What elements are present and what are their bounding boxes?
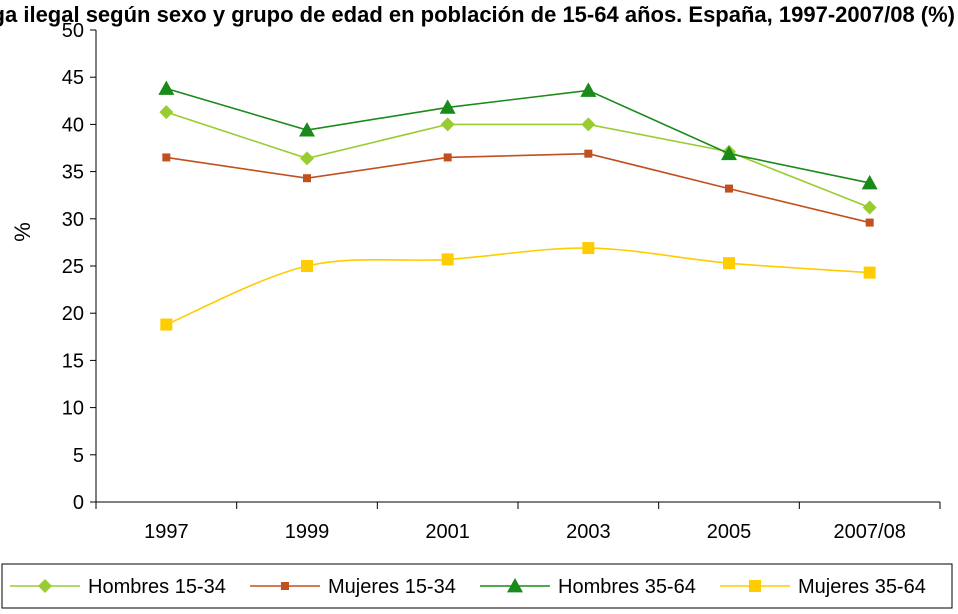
y-tick-label: 50 bbox=[62, 20, 84, 42]
data-point bbox=[441, 253, 454, 266]
legend-swatch-marker bbox=[507, 578, 523, 593]
y-tick-label: 10 bbox=[62, 398, 84, 420]
series-layer bbox=[158, 80, 878, 331]
legend-entry: Hombres 35-64 bbox=[480, 576, 696, 598]
data-point bbox=[580, 82, 597, 97]
legend-label: Hombres 35-64 bbox=[558, 576, 696, 598]
data-point bbox=[158, 80, 175, 95]
data-point bbox=[584, 149, 593, 158]
chart-title: nsumo de alguna droga ilegal según sexo … bbox=[0, 2, 955, 27]
series-hombres-15-34 bbox=[159, 105, 877, 215]
data-point bbox=[862, 200, 877, 215]
axes: 0 5 10 15 20 25 30 35 40 45 50 1997 1999 2001 2003 2005… bbox=[62, 20, 941, 543]
y-tick-label: 15 bbox=[62, 350, 84, 372]
data-point bbox=[581, 117, 596, 132]
x-tick-label: 2001 bbox=[425, 521, 470, 543]
data-point bbox=[721, 145, 737, 161]
y-tick-label: 25 bbox=[62, 256, 84, 278]
y-tick-label: 35 bbox=[62, 162, 84, 184]
data-point bbox=[723, 257, 735, 270]
x-tick-label: 2003 bbox=[566, 521, 611, 543]
y-tick-label: 45 bbox=[62, 67, 84, 89]
x-tick-label: 2007/08 bbox=[834, 521, 906, 543]
legend-label: Hombres 15-34 bbox=[88, 576, 226, 598]
y-tick-label: 40 bbox=[62, 114, 84, 136]
series-mujeres-15-34 bbox=[162, 149, 874, 227]
x-tick-label: 1997 bbox=[144, 521, 189, 543]
legend-swatch-marker bbox=[749, 580, 761, 592]
data-point bbox=[300, 151, 314, 166]
data-point bbox=[865, 218, 874, 227]
data-point bbox=[443, 153, 452, 162]
y-tick-label: 30 bbox=[62, 209, 84, 231]
data-point bbox=[299, 122, 315, 137]
y-axis-label: % bbox=[10, 222, 35, 242]
legend-swatch-marker bbox=[281, 582, 289, 590]
series-hombres-35-64 bbox=[158, 80, 878, 190]
series-line bbox=[166, 247, 870, 326]
y-tick-label: 20 bbox=[62, 303, 84, 325]
data-point bbox=[162, 153, 171, 162]
legend-entry: Mujeres 35-64 bbox=[720, 576, 926, 598]
legend-swatch-marker bbox=[38, 579, 52, 593]
data-point bbox=[863, 266, 876, 279]
y-axis-label-group: % bbox=[10, 222, 35, 242]
y-tick-label: 5 bbox=[73, 445, 84, 467]
series-line bbox=[166, 152, 870, 224]
data-point bbox=[725, 184, 733, 193]
legend-entry: Hombres 15-34 bbox=[10, 576, 226, 598]
legend-entry: Mujeres 15-34 bbox=[250, 576, 456, 598]
y-tick-label: 0 bbox=[73, 492, 84, 514]
data-point bbox=[440, 117, 455, 132]
data-point bbox=[439, 99, 456, 114]
x-tick-label: 2005 bbox=[707, 521, 752, 543]
x-tick-label: 1999 bbox=[285, 521, 330, 543]
data-point bbox=[303, 174, 311, 183]
data-point bbox=[159, 105, 174, 120]
data-point bbox=[861, 174, 878, 190]
series-mujeres-35-64 bbox=[160, 242, 876, 331]
data-point bbox=[301, 260, 313, 272]
series-line bbox=[166, 111, 870, 209]
data-point bbox=[582, 242, 595, 255]
legend-box bbox=[1, 563, 953, 609]
legend-label: Mujeres 15-34 bbox=[328, 576, 456, 598]
data-point bbox=[160, 318, 173, 331]
legend-label: Mujeres 35-64 bbox=[798, 576, 926, 598]
series-line bbox=[166, 87, 870, 184]
legend: Hombres 15-34 Mujeres 15-34 Hombres 35-64 M… bbox=[1, 563, 953, 609]
